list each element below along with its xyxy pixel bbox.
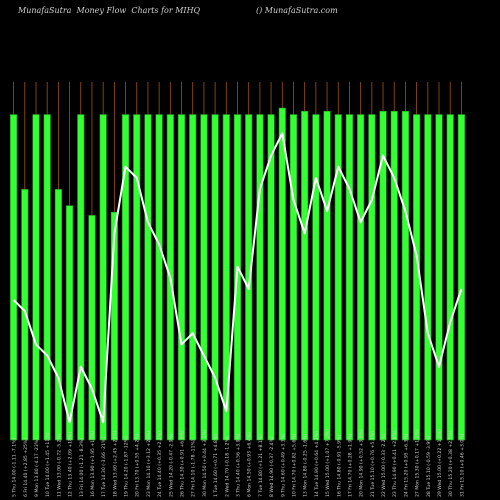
volume-bar	[267, 114, 275, 441]
volume-bar	[133, 114, 141, 441]
x-tick-label: 6 Fri 14.40 (+2.85 +25%)	[23, 438, 29, 497]
volume-bar	[312, 114, 320, 441]
volume-bar	[122, 114, 130, 441]
x-tick-labels: 5 Thu 14.00 (-1.11 -7.1%) 6 Fri 14.40 (+2…	[12, 429, 466, 497]
x-tick-label: 9 Mon 13.80 (-4.17 -23%)	[34, 438, 40, 497]
x-tick-label: 17 Tue 14.30 (-3.66 -21%)	[101, 437, 107, 497]
x-tick-label: 26 Thu 14.30 (+0.91 +6.0%)	[180, 430, 186, 497]
x-tick-label: 20 Mon 14.90 (+0.52 +3.5%)	[359, 429, 365, 497]
volume-bar	[401, 110, 409, 441]
x-tick-label: 9 Thu 14.60 (+0.49 +3.3%)	[280, 433, 286, 497]
volume-bar	[54, 189, 62, 441]
x-tick-label: 17 Fri 14.70 (+0.28 +1.9%)	[348, 433, 354, 497]
volume-bar	[200, 114, 208, 441]
flow-line-group	[12, 132, 463, 424]
x-tick-label: 15 Wed 15.00 (+1.07 +7.2%)	[325, 429, 331, 497]
volume-bar	[32, 114, 40, 441]
volume-bar	[77, 114, 85, 441]
x-tick-label: 5 Thu 14.00 (-1.11 -7.1%)	[12, 437, 18, 497]
x-tick-label: 24 Tue 14.40 (+0.35 +2.2%)	[157, 431, 163, 497]
x-tick-label: 16 Mon 13.90 (+1.95 +16%)	[90, 431, 96, 497]
volume-bar	[155, 114, 163, 441]
volume-bar	[334, 114, 342, 441]
x-tick-label: 22 Wed 15.00 (-0.33 -2.2%)	[381, 433, 387, 497]
volume-bar	[278, 107, 286, 441]
x-tick-label: 23 Thu 14.90 (+0.41 +2.8%)	[392, 430, 398, 497]
chart-title: MunafaSutra Money Flow Charts for MIHQ	[18, 6, 201, 15]
x-tick-label: 10 Fri 14.70 (+0.82 +5.6%)	[292, 433, 298, 497]
x-tick-label: 21 Tue 15.10 (+0.76 +5.1%)	[370, 431, 376, 497]
volume-bar	[457, 114, 465, 441]
volume-bar	[222, 114, 230, 441]
volume-bar	[368, 114, 376, 441]
volume-bar	[10, 114, 18, 441]
x-tick-label: 6 Mon 14.50 (+0.93 +6.4%)	[247, 432, 253, 497]
volume-bar	[435, 114, 443, 441]
volume-bar	[21, 189, 29, 441]
x-tick-label: 20 Fri 13.70 (+0.55 +4.2%)	[135, 433, 141, 497]
x-tick-label: 8 Wed 14.90 (-0.37 -2.4%)	[269, 436, 275, 497]
volume-bar	[110, 211, 118, 441]
site-credit: () MunafaSutra.com	[256, 6, 338, 15]
x-tick-label: 19 Thu 14.20 (-1.87 -12%)	[124, 436, 130, 497]
x-tick-label: 1 Tue 14.60 (+0.71 +4.8%)	[213, 434, 219, 497]
x-tick-label: 27 Mon 15.30 (+0.17 +1.1%)	[415, 429, 421, 497]
x-tick-label: 13 Mon 14.80 (-0.25 -1.6%)	[303, 433, 309, 497]
volume-bar	[43, 114, 51, 441]
volume-bar	[379, 110, 387, 441]
volume-bar	[289, 114, 298, 441]
volume-bar	[301, 110, 309, 441]
volume-bar	[177, 114, 186, 441]
volume-bar	[99, 114, 107, 441]
volume-bar	[245, 114, 253, 441]
money-flow-line	[12, 132, 463, 424]
x-tick-label: 11 Wed 13.00 (-0.72 -5.2%)	[56, 433, 62, 497]
x-tick-label: 30 Thu 15.20 (+0.38 +2.5%)	[448, 430, 454, 497]
volume-bar	[66, 205, 74, 441]
x-tick-label: 30 Mon 14.50 (+0.44 +3.1%)	[202, 429, 208, 497]
x-tick-label: 13 Fri 14.00 (-1.21 -8.3%)	[79, 438, 85, 497]
x-tick-label: 31 Fri 15.10 (+0.46 +3.0%)	[459, 433, 465, 497]
volume-bar	[189, 114, 197, 441]
x-tick-label: 27 Fri 14.10 (-1.78 -11%)	[191, 439, 197, 497]
volume-bar	[390, 110, 398, 441]
volume-bar	[424, 114, 432, 441]
volume-bar	[446, 114, 454, 441]
x-tick-label: 7 Tue 14.80 (+1.21 +8.1%)	[258, 434, 264, 497]
x-tick-label: 29 Wed 15.00 (+0.22 +1.5%)	[437, 429, 443, 497]
volume-bar	[144, 114, 152, 441]
x-tick-label: 16 Thu 14.80 (-0.91 -5.9%)	[336, 435, 342, 497]
x-tick-label: 23 Mon 14.10 (+3.12 +28%)	[146, 431, 152, 497]
x-tick-label: 12 Thu 13.40 (+2.09 +18%)	[68, 432, 74, 497]
volume-bar	[256, 114, 264, 441]
x-tick-label: 3 Thu 14.40 (+0.56 +3.9%)	[236, 433, 242, 497]
x-tick-label: 25 Wed 14.20 (-0.47 -2.9%)	[168, 433, 174, 497]
x-tick-label: 2 Wed 14.70 (-0.18 -1.2%)	[224, 436, 230, 497]
x-tick-label: 18 Wed 13.60 (+2.45 +22%)	[112, 430, 118, 497]
x-tick-label: 28 Tue 15.10 (-0.59 -3.9%)	[426, 435, 432, 497]
bars-group	[10, 107, 465, 441]
volume-bar	[88, 215, 96, 441]
volume-bar	[345, 114, 354, 441]
x-tick-label: 24 Fri 15.20 (+0.95 +6.3%)	[403, 433, 409, 497]
x-tick-label: 14 Tue 14.90 (+0.64 +4.3%)	[314, 431, 320, 497]
x-tick-label: 10 Tue 14.00 (+1.45 +11%)	[45, 432, 51, 497]
volume-bar	[323, 110, 331, 441]
volume-bar	[211, 114, 219, 441]
volume-bar	[357, 114, 365, 441]
